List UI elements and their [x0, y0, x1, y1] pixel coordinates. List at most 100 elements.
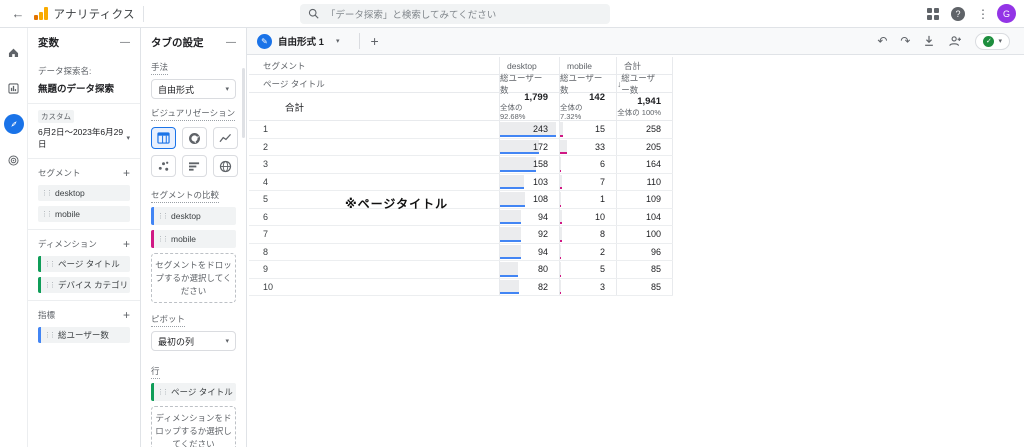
apps-grid-icon[interactable] [927, 7, 939, 20]
app-title: アナリティクス [53, 8, 135, 21]
dimension-chip-page-title[interactable]: ⋮⋮ ページ タイトル [38, 256, 130, 272]
header-total-metric-sorted[interactable]: ↓ 総ユーザー数 [616, 73, 673, 95]
desktop-cell-bar [500, 262, 519, 277]
add-dimension-icon[interactable]: + [122, 237, 130, 251]
tab-settings-panel: タブの設定 — 手法 自由形式 ▾ ビジュアリゼーション [141, 28, 247, 447]
add-metric-icon[interactable]: + [122, 308, 130, 322]
date-range-selector[interactable]: カスタム 6月2日～2023年6月29日 ▾ [38, 110, 130, 150]
mobile-cell: 3 [559, 278, 616, 295]
status-check-dropdown[interactable]: ✓ ▾ [975, 32, 1010, 50]
nav-home-icon[interactable] [4, 42, 24, 62]
comparison-chip-desktop[interactable]: ⋮⋮ desktop [151, 207, 236, 225]
check-icon: ✓ [983, 35, 995, 47]
avatar[interactable]: G [997, 4, 1016, 23]
viz-line-chart-icon[interactable] [213, 127, 238, 149]
desktop-cell: 94 [499, 243, 559, 260]
desktop-cell-bar [500, 192, 525, 207]
header-page-title[interactable]: ページ タイトル [263, 78, 325, 89]
table-row: 10 82 3 85 [249, 278, 673, 296]
total-cell: 85 [616, 278, 673, 295]
date-badge: カスタム [38, 110, 74, 123]
technique-dropdown[interactable]: 自由形式 ▾ [151, 79, 236, 99]
table-header-row-1: セグメント desktop mobile 合計 [249, 57, 673, 75]
drag-handle-icon: ⋮⋮ [157, 212, 169, 220]
mobile-cell-bar [560, 279, 561, 294]
back-arrow-icon[interactable]: ← [11, 6, 25, 21]
pivot-dropdown[interactable]: 最初の列 ▾ [151, 331, 236, 352]
header-total[interactable]: 合計 [616, 57, 673, 74]
comparison-chip-mobile[interactable]: ⋮⋮ mobile [151, 230, 236, 248]
mobile-cell: 6 [559, 156, 616, 173]
metrics-section-label: 指標 [38, 310, 56, 320]
nav-explore-icon[interactable] [3, 114, 24, 134]
segment-drop-zone[interactable]: セグメントをドロップするか選択してください [151, 253, 236, 304]
rows-label: 行 [151, 365, 160, 380]
date-range-value: 6月2日～2023年6月29日 [38, 127, 124, 149]
nav-reports-icon[interactable] [4, 78, 24, 98]
table-row: 8 94 2 96 [249, 243, 673, 261]
desktop-cell: 80 [499, 261, 559, 278]
mobile-cell-bar [560, 227, 562, 242]
add-tab-button[interactable]: + [370, 33, 379, 49]
table-row: 2 172 33 205 [249, 138, 673, 156]
minimize-tab-settings-icon[interactable]: — [226, 36, 236, 48]
dimension-chip-device-category[interactable]: ⋮⋮ デバイス カテゴリ [38, 277, 130, 293]
row-rank-cell: 2 [263, 141, 269, 152]
exploration-name-value[interactable]: 無題のデータ探索 [38, 84, 115, 95]
desktop-cell-bar [500, 122, 556, 137]
desktop-cell: 172 [499, 138, 559, 155]
desktop-cell-bar [500, 244, 522, 259]
undo-icon[interactable]: ↶ [877, 34, 888, 48]
minimize-variables-icon[interactable]: — [120, 36, 130, 48]
table-row: 4 103 7 110 [249, 173, 673, 191]
total-cell: 110 [616, 173, 673, 190]
header-mobile-metric[interactable]: 総ユーザー数 [559, 73, 616, 95]
search-input[interactable]: 「データ探索」と検索してみてください [299, 3, 610, 24]
header-desktop-metric[interactable]: 総ユーザー数 [499, 73, 559, 95]
drag-handle-icon: ⋮⋮ [44, 331, 56, 339]
segments-section-label: セグメント [38, 168, 81, 178]
chevron-down-icon: ▾ [225, 338, 229, 346]
mobile-cell-bar [560, 139, 568, 154]
chevron-down-icon: ▾ [225, 86, 229, 93]
header-desktop[interactable]: desktop [499, 57, 559, 74]
dimension-drop-zone[interactable]: ディメンションをドロップするか選択してください [151, 406, 236, 447]
table-row: 5 108 1 109 [249, 191, 673, 209]
panel-scrollbar[interactable] [242, 68, 245, 138]
viz-donut-chart-icon[interactable] [182, 127, 207, 149]
desktop-cell: 243 [499, 121, 559, 138]
share-add-user-icon[interactable] [948, 35, 962, 47]
search-icon [308, 8, 319, 19]
desktop-cell: 158 [499, 156, 559, 173]
totals-desktop: 1,799 全体の 92.68% [499, 92, 559, 121]
total-cell: 258 [616, 121, 673, 138]
table-row: 7 92 8 100 [249, 226, 673, 244]
drag-handle-icon: ⋮⋮ [41, 189, 53, 197]
viz-geo-map-icon[interactable] [213, 155, 238, 177]
metric-chip-total-users[interactable]: ⋮⋮ 総ユーザー数 [38, 327, 130, 343]
analytics-logo-icon [34, 7, 48, 20]
totals-label: 合計 [285, 102, 305, 114]
desktop-cell: 108 [499, 191, 559, 208]
mobile-cell: 15 [559, 121, 616, 138]
add-segment-icon[interactable]: + [122, 166, 130, 180]
redo-icon[interactable]: ↷ [900, 34, 911, 48]
header-mobile[interactable]: mobile [559, 57, 616, 74]
data-table: セグメント desktop mobile 合計 ページ タイトル 総ユーザー数 … [249, 57, 673, 296]
desktop-cell-bar [500, 157, 537, 172]
table-row: 6 94 10 104 [249, 208, 673, 226]
segment-chip-desktop[interactable]: ⋮⋮ desktop [38, 185, 130, 201]
nav-advertising-icon[interactable] [4, 150, 24, 170]
edit-pencil-icon: ✎ [257, 33, 272, 49]
tab-free-form-1[interactable]: ✎ 自由形式 1 ▾ [257, 33, 349, 49]
segment-chip-mobile[interactable]: ⋮⋮ mobile [38, 206, 130, 222]
help-icon[interactable]: ? [951, 6, 965, 21]
viz-bar-chart-icon[interactable] [182, 155, 207, 177]
row-chip-page-title[interactable]: ⋮⋮ ページ タイトル [151, 383, 236, 402]
kebab-menu-icon[interactable]: ⋮ [977, 6, 989, 21]
table-rows: 1 243 15 258 2 172 33 205 3 158 6 164 4 103 7 110 5 108 1 1… [249, 121, 673, 296]
download-icon[interactable] [923, 35, 935, 47]
header-segment: セグメント [263, 60, 306, 71]
viz-scatter-plot-icon[interactable] [151, 155, 176, 177]
viz-table-icon[interactable] [151, 127, 176, 149]
